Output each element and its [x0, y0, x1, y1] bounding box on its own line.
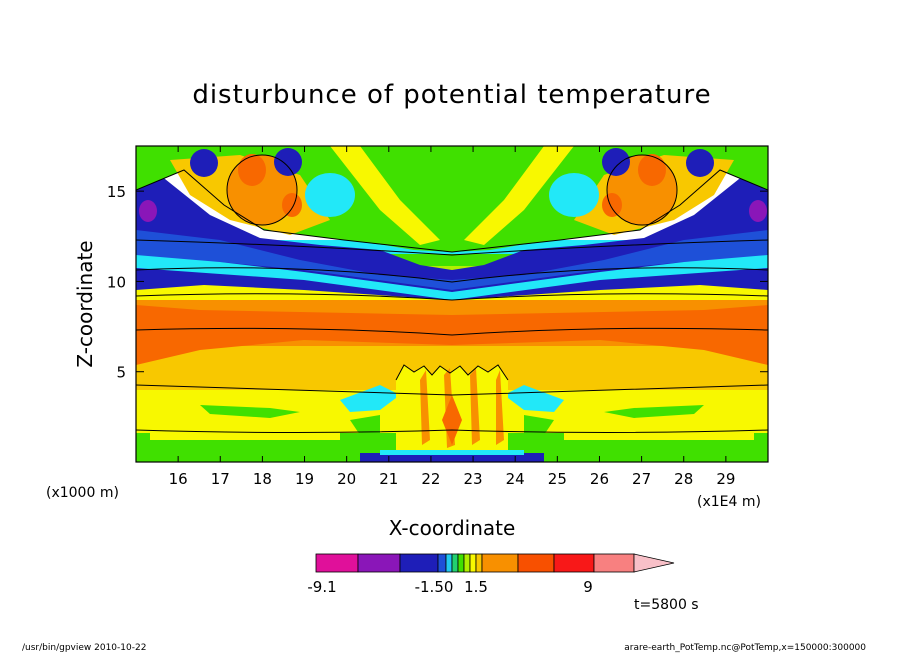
colorbar-segment-0 [315, 553, 359, 573]
field-low-cyan-cells [340, 385, 564, 412]
field-upper-dark-orange-left-a [238, 154, 266, 186]
field-upper-blue-right-a [686, 149, 714, 177]
colorbar-segment-3 [437, 553, 447, 573]
field-low-green-cells [200, 405, 704, 440]
footer-left: /usr/bin/gpview 2010-10-22 [22, 643, 146, 653]
x-unit-left: (x1000 m) [46, 485, 119, 501]
x-tick-label-6: 22 [421, 470, 440, 488]
colorbar-segment-8 [469, 553, 477, 573]
field-upper-dark-orange-left-b [282, 193, 302, 217]
x-tick-label-12: 28 [674, 470, 693, 488]
field-band-blue [136, 230, 768, 290]
chart-title: disturbunce of potential temperature [192, 80, 711, 110]
field-low-side-yellow-right [564, 430, 754, 440]
x-axis-label: X-coordinate [389, 516, 516, 540]
contour-plume-outline [395, 364, 509, 381]
field-low-central-orange-fingers [420, 368, 504, 448]
colorbar-arrow [633, 553, 675, 573]
colorbar-segment-9 [475, 553, 483, 573]
colorbar-labels: -9.1 -1.50 1.5 9 [307, 578, 592, 596]
colorbar-segment-11 [517, 553, 555, 573]
x-tick-label-13: 29 [716, 470, 735, 488]
x-tick-label-8: 24 [506, 470, 525, 488]
field-upper-blue-right-b [602, 148, 630, 176]
colorbar-segment-4 [445, 553, 453, 573]
colorbar-segment-1 [357, 553, 401, 573]
y-axis-label: Z-coordinate [73, 240, 97, 367]
contour-line-6 [136, 239, 768, 256]
field-low-base-cyan [380, 450, 524, 455]
x-tick-label-2: 18 [253, 470, 272, 488]
y-tick-label-0: 5 [116, 364, 126, 382]
colorbar-segment-2 [399, 553, 439, 573]
colorbar-segment-6 [457, 553, 465, 573]
contour-ring-left [226, 154, 298, 226]
plot-frame [135, 145, 769, 463]
contour-line-5 [136, 429, 768, 433]
field-upper-yellow-streak-left [330, 146, 440, 245]
x-tick-label-3: 19 [295, 470, 314, 488]
colorbar-label-1: -1.50 [415, 578, 454, 596]
x-tick-label-0: 16 [169, 470, 188, 488]
colorbar-segment-12 [553, 553, 595, 573]
x-tick-label-5: 21 [379, 470, 398, 488]
colorbar-segment-7 [463, 553, 471, 573]
field-low-base-blue [360, 453, 544, 462]
field-upper-blue-left-a [190, 149, 218, 177]
x-axis-ticks: 16 17 18 19 20 21 22 23 24 25 26 27 28 29 [169, 146, 735, 488]
colorbar-segment-10 [481, 553, 519, 573]
field-upper-cyan-right [549, 173, 599, 217]
x-tick-label-1: 17 [211, 470, 230, 488]
x-tick-label-11: 27 [632, 470, 651, 488]
x-tick-label-7: 23 [464, 470, 483, 488]
y-axis-ticks: 5 10 15 [107, 183, 768, 382]
time-label: t=5800 s [634, 597, 699, 613]
contour-line-2 [136, 293, 768, 301]
potential-temperature-field [136, 146, 768, 462]
field-upper-magenta-left [139, 200, 157, 222]
x-tick-label-9: 25 [548, 470, 567, 488]
x-tick-label-4: 20 [337, 470, 356, 488]
contour-line-4 [136, 384, 768, 396]
y-tick-label-2: 15 [107, 183, 126, 201]
field-upper-blue-left-b [274, 148, 302, 176]
colorbar-label-3: 9 [583, 578, 593, 596]
colorbar-label-0: -9.1 [307, 578, 336, 596]
field-upper-dark-orange-right-a [638, 154, 666, 186]
contour-lines [136, 154, 768, 433]
contour-line-7 [136, 169, 768, 253]
field-upper-magenta-right [749, 200, 767, 222]
x-tick-label-10: 26 [590, 470, 609, 488]
field-low-side-yellow-left [150, 430, 340, 440]
field-upper-dark-orange-right-b [602, 193, 622, 217]
colorbar-segment-5 [451, 553, 459, 573]
colorbar-segment-13 [593, 553, 635, 573]
field-upper-cyan-left [305, 173, 355, 217]
footer-right: arare-earth_PotTemp.nc@PotTemp,x=150000:… [624, 643, 866, 653]
field-upper-yellow-streak-right [464, 146, 574, 245]
contour-line-3 [136, 327, 768, 336]
colorbar-label-2: 1.5 [464, 578, 488, 596]
y-tick-label-1: 10 [107, 273, 126, 291]
field-low-central-diamond [442, 395, 462, 445]
contour-ring-right [606, 154, 678, 226]
x-unit-right: (x1E4 m) [697, 494, 761, 510]
contour-line-1 [136, 267, 768, 283]
colorbar [315, 553, 675, 573]
